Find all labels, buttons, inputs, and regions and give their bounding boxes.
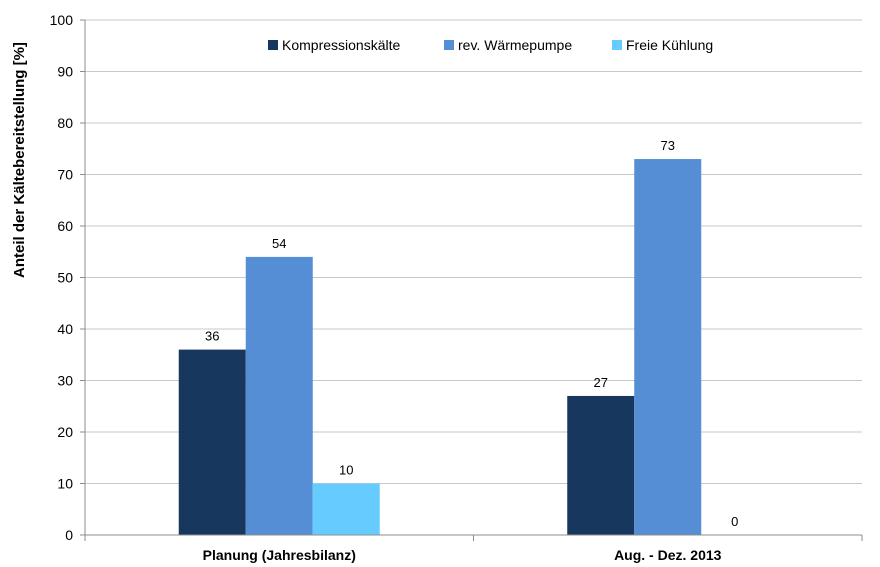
y-tick-label: 40 — [57, 321, 73, 337]
bars — [178, 159, 702, 536]
legend-swatch — [444, 40, 454, 50]
y-tick-label: 0 — [65, 527, 73, 543]
bar — [634, 159, 702, 536]
bar — [312, 483, 380, 535]
legend-entry: rev. Wärmepumpe — [458, 37, 572, 53]
data-label: 36 — [205, 329, 219, 344]
bar — [178, 349, 246, 535]
y-tick-label: 60 — [57, 218, 73, 234]
y-tick-label: 10 — [57, 476, 73, 492]
y-tick-label: 90 — [57, 64, 73, 80]
y-axis-label: Anteil der Kältebereitstellung [%] — [11, 42, 28, 278]
legend-entry: Freie Kühlung — [626, 37, 713, 53]
bar — [245, 256, 313, 535]
data-label: 27 — [594, 375, 608, 390]
bar — [567, 395, 635, 535]
legend: Kompressionskälte rev. Wärmepumpe Freie Kü… — [268, 37, 713, 53]
legend-swatch — [268, 40, 278, 50]
data-label: 10 — [339, 463, 353, 478]
data-label: 73 — [661, 138, 675, 153]
x-axis: Planung (Jahresbilanz) Aug. - Dez. 2013 — [84, 20, 863, 563]
y-axis-ticks: 0 10 20 30 40 50 60 70 80 90 100 — [50, 12, 85, 543]
legend-swatch — [612, 40, 622, 50]
y-tick-label: 80 — [57, 115, 73, 131]
data-labels: 36 54 10 27 73 0 — [205, 138, 738, 529]
y-tick-label: 30 — [57, 373, 73, 389]
y-tick-label: 20 — [57, 424, 73, 440]
y-tick-label: 100 — [50, 12, 74, 28]
x-category-label: Planung (Jahresbilanz) — [203, 547, 356, 563]
y-tick-label: 70 — [57, 167, 73, 183]
data-label: 0 — [731, 514, 738, 529]
y-tick-label: 50 — [57, 270, 73, 286]
data-label: 54 — [272, 236, 286, 251]
x-category-label: Aug. - Dez. 2013 — [614, 547, 722, 563]
legend-entry: Kompressionskälte — [282, 37, 400, 53]
